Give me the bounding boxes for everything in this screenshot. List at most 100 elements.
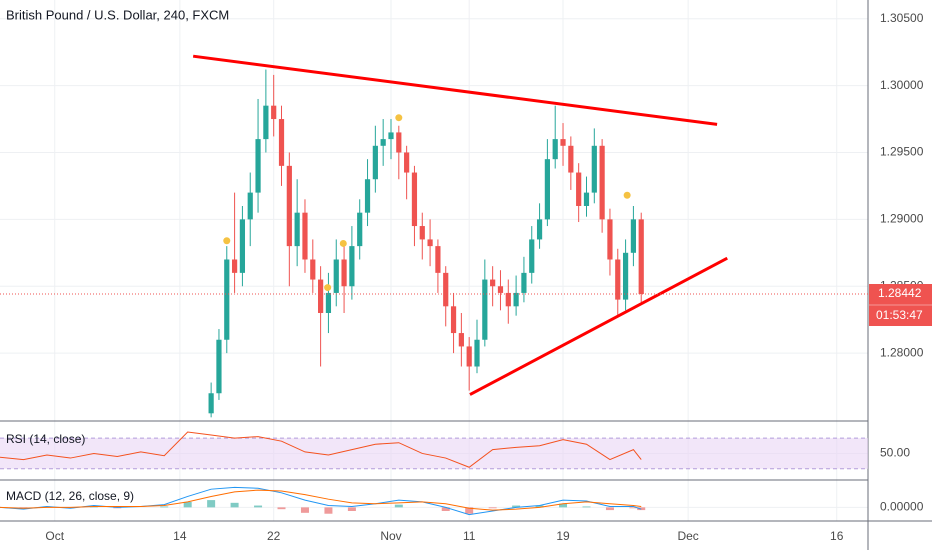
candle-body [560,139,566,146]
candle-body [599,145,605,220]
candle-body [247,192,253,220]
candle-body [615,259,621,300]
candle-body [529,239,535,273]
candle-body [622,252,629,300]
event-marker [324,284,332,292]
macd-pane [0,486,646,516]
x-tick-label: 19 [556,529,570,543]
event-marker [339,239,347,247]
macd-histogram-bar [535,505,544,508]
macd-histogram-bar [629,507,638,509]
rsi-band [0,438,868,469]
macd-histogram-bar [183,501,192,508]
candle-body [630,219,637,253]
last-price-box [869,284,932,326]
macd-histogram-bar [160,506,169,508]
candle-body [349,246,355,287]
macd-histogram-bar [207,500,216,508]
event-marker [223,237,231,245]
candle-body [404,152,410,173]
candle-body [521,272,527,293]
candle-body [224,259,230,340]
candle-body [576,172,582,206]
x-tick-label: Nov [380,529,401,543]
y-tick-label: 0.00000 [880,500,924,514]
macd-histogram-bar [277,507,286,510]
y-tick-label: 1.30500 [880,11,924,25]
y-tick-label: 1.29000 [880,212,924,226]
candle-body [505,292,511,307]
candle-body [536,219,543,240]
candle-body [419,226,425,240]
candle-body [255,139,261,193]
candle-body [302,212,308,260]
x-tick-label: 22 [267,529,281,543]
candle-body [310,259,316,280]
candle-body [278,119,285,166]
macd-histogram-bar [441,507,450,511]
candle-body [271,105,277,120]
candle-body [372,145,378,180]
x-tick-label: 11 [463,529,476,543]
macd-line [0,489,642,511]
x-tick-label: 14 [173,529,187,543]
candle-body [411,172,418,227]
macd-histogram-bar [394,504,403,508]
last-price-label: 1.28442 [878,286,922,300]
macd-histogram-bar [230,502,239,508]
candle-body [364,179,371,213]
macd-histogram-bar [512,505,521,508]
candle-body [318,279,324,313]
candle-body [450,306,457,334]
candle-body [490,279,496,287]
x-tick-label: 16 [830,529,844,543]
candle-body [216,339,222,394]
candle-body [458,333,464,347]
macd-histogram-bar [488,507,497,509]
macd-histogram-bar [300,507,309,513]
chart-title: British Pound / U.S. Dollar, 240, FXCM [6,7,229,22]
candle-body [474,339,480,367]
candle-body [341,259,347,287]
candle-body [380,139,386,146]
rsi-line [0,431,642,468]
trendline [469,256,728,396]
y-tick-label: 1.29500 [880,145,924,159]
countdown-label: 01:53:47 [876,308,923,322]
candle-body [638,219,644,294]
macd-histogram-bar [559,503,568,508]
candle-body [552,139,558,160]
candle-body [396,132,402,153]
candle-body [497,286,504,293]
macd-histogram-bar [324,507,333,514]
candle-body [427,239,433,247]
candle-body [466,346,472,367]
candle-body [357,212,363,247]
macd-histogram-bar [605,507,614,511]
candle-body [239,219,246,273]
macd-title: MACD (12, 26, close, 9) [6,489,134,503]
candle-body [482,279,488,340]
event-marker [395,114,403,122]
candle-body [325,292,332,313]
candle-body [443,272,449,307]
y-tick-label: 50.00 [880,446,910,460]
candle-body [263,105,269,140]
x-tick-label: Dec [677,529,698,543]
y-tick-label: 1.30000 [880,78,924,92]
macd-histogram-bar [465,507,474,514]
candle-body [544,159,550,220]
rsi-pane [0,431,868,470]
candle-body [333,259,339,293]
y-tick-label: 1.28000 [880,345,924,359]
candle-body [435,246,441,273]
axes: Oct1422Nov1119Dec161.280001.285001.29000… [45,11,923,543]
rsi-title: RSI (14, close) [6,432,85,446]
candle-body [388,132,394,140]
x-tick-label: Oct [45,529,64,543]
macd-histogram-bar [254,505,263,508]
candle-body [591,145,597,193]
candle-body [294,212,300,247]
candle-body [568,145,574,173]
